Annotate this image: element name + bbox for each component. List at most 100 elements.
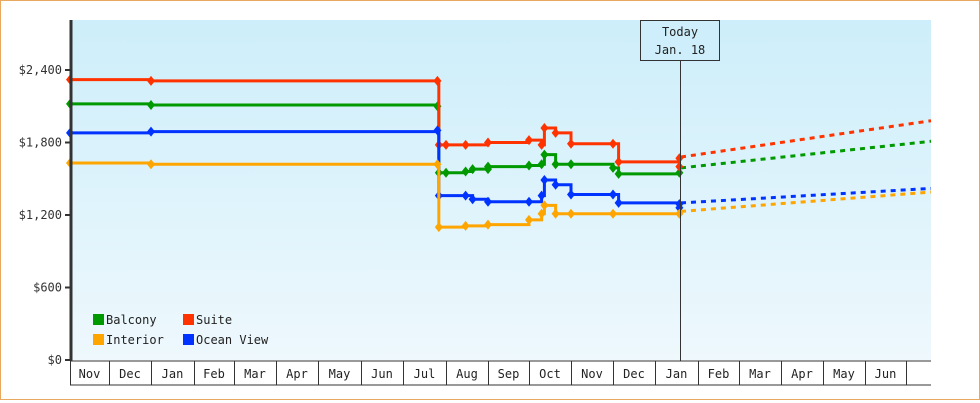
data-point[interactable] [609, 162, 617, 173]
legend-item-interior: Interior [93, 333, 164, 347]
data-point[interactable] [609, 138, 617, 149]
series-layer [66, 74, 932, 233]
legend-label: Suite [196, 313, 232, 327]
data-point[interactable] [614, 168, 623, 179]
data-point[interactable] [551, 127, 560, 138]
legend-swatch [93, 314, 104, 325]
x-tick-label: Mar [244, 367, 266, 381]
legend-label: Interior [106, 333, 164, 347]
data-point[interactable] [551, 208, 560, 219]
forecast-line [680, 186, 932, 205]
y-tick-label: $1,800 [19, 136, 62, 150]
data-point[interactable] [609, 189, 617, 200]
x-tick-label: Oct [539, 367, 561, 381]
x-tick-label: Jun [371, 367, 393, 381]
data-point[interactable] [468, 194, 477, 205]
data-point[interactable] [461, 220, 470, 231]
x-tick-label: Jan [162, 367, 184, 381]
x-tick-label: Sep [498, 367, 520, 381]
data-point[interactable] [525, 160, 533, 171]
data-point[interactable] [147, 159, 155, 170]
y-tick-label: $2,400 [19, 63, 62, 77]
data-point[interactable] [461, 139, 470, 150]
data-point[interactable] [537, 190, 546, 201]
x-tick-label: Nov [581, 367, 603, 381]
data-point[interactable] [147, 100, 155, 111]
data-point[interactable] [567, 159, 575, 170]
x-tick-label: May [833, 367, 855, 381]
data-point[interactable] [567, 189, 575, 200]
legend: Balcony Suite Interior Ocean View [93, 313, 269, 347]
data-point[interactable] [675, 167, 684, 178]
x-tick-label: Jun [875, 367, 897, 381]
axes-layer: $0 $600 $1,200 $1,800 $2,400 Nov Dec Jan Feb Mar A… [19, 20, 931, 386]
data-point[interactable] [525, 135, 533, 146]
data-point[interactable] [525, 214, 533, 225]
y-tick-label: $1,200 [19, 208, 62, 222]
data-point[interactable] [433, 159, 442, 170]
data-point[interactable] [461, 166, 470, 177]
x-tick-label: Feb [203, 367, 225, 381]
data-point[interactable] [609, 208, 617, 219]
data-point[interactable] [614, 197, 623, 208]
series-interior [66, 158, 932, 233]
x-tick-label: Jul [414, 367, 436, 381]
x-tick-label: Mar [749, 367, 771, 381]
data-point[interactable] [551, 179, 560, 190]
data-point[interactable] [540, 123, 549, 133]
data-point[interactable] [468, 164, 477, 175]
data-point[interactable] [567, 138, 575, 149]
data-point[interactable] [484, 196, 492, 207]
legend-label: Ocean View [196, 333, 269, 347]
data-point[interactable] [614, 156, 623, 167]
data-point[interactable] [537, 208, 546, 219]
x-tick-label: Jan [666, 367, 688, 381]
data-point[interactable] [537, 139, 546, 150]
data-point[interactable] [147, 126, 155, 137]
data-point[interactable] [540, 174, 549, 185]
x-tick-label: Dec [119, 367, 141, 381]
x-tick-label: Dec [623, 367, 645, 381]
data-point[interactable] [461, 190, 470, 201]
plot-area [71, 20, 931, 360]
legend-item-balcony: Balcony [93, 313, 157, 327]
today-date: Jan. 18 [655, 43, 706, 57]
data-point[interactable] [540, 200, 549, 211]
y-tick-label: $600 [33, 281, 62, 295]
today-label: Today [662, 25, 698, 39]
data-point[interactable] [525, 196, 533, 207]
legend-swatch [183, 334, 194, 345]
data-point[interactable] [442, 139, 450, 150]
x-tick-label: Apr [791, 367, 813, 381]
x-tick-label: Aug [456, 367, 478, 381]
legend-item-suite: Suite [183, 313, 232, 327]
data-point[interactable] [433, 125, 442, 136]
data-point[interactable] [434, 222, 443, 233]
x-tick-label: Nov [79, 367, 101, 381]
data-point[interactable] [147, 75, 155, 86]
today-box [640, 20, 720, 61]
legend-label: Balcony [106, 313, 157, 327]
data-point[interactable] [484, 219, 492, 230]
series-suite [66, 74, 932, 172]
y-tick-label: $0 [48, 353, 62, 367]
legend-item-ocean-view: Ocean View [183, 333, 269, 347]
today-marker: Today Jan. 18 [640, 20, 720, 361]
data-point[interactable] [675, 161, 684, 172]
data-point[interactable] [484, 137, 492, 148]
data-point[interactable] [551, 159, 560, 170]
data-point[interactable] [442, 167, 450, 178]
forecast-line [680, 119, 932, 159]
data-point[interactable] [567, 208, 575, 219]
data-point[interactable] [484, 161, 492, 172]
legend-swatch [93, 334, 104, 345]
data-point[interactable] [433, 75, 442, 86]
data-point[interactable] [540, 149, 549, 160]
data-point[interactable] [537, 159, 546, 170]
x-tick-label: Feb [708, 367, 730, 381]
legend-swatch [183, 314, 194, 325]
forecast-line [680, 139, 932, 170]
forecast-line [680, 190, 932, 213]
